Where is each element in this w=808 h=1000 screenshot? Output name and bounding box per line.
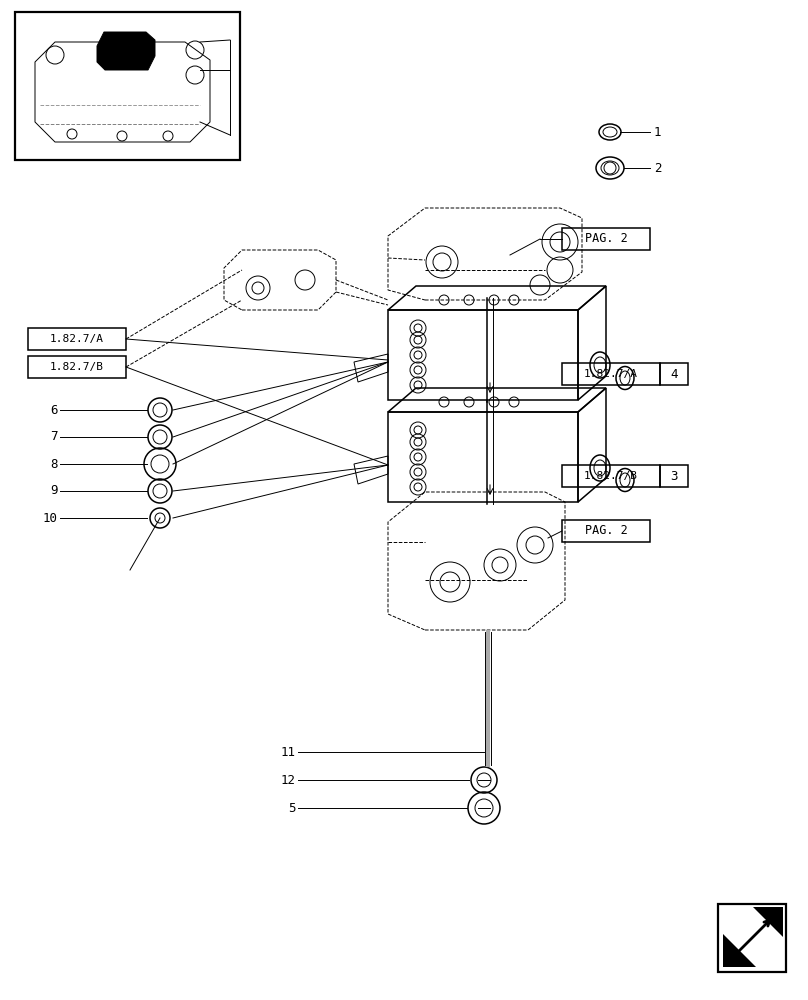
Bar [660, 465, 688, 487]
Polygon shape [753, 907, 783, 937]
Text: PAG. 2: PAG. 2 [585, 524, 627, 538]
Text: 1.82.7/B: 1.82.7/B [50, 362, 104, 372]
Polygon shape [723, 934, 756, 967]
Bar [28, 328, 126, 350]
Text: 9: 9 [50, 485, 58, 497]
Bar [388, 310, 578, 400]
Text: 5: 5 [288, 802, 296, 814]
Text: 1.82.7/A: 1.82.7/A [584, 369, 638, 379]
Bar [718, 904, 786, 972]
Bar [15, 12, 240, 160]
Bar [388, 412, 578, 502]
Text: 4: 4 [671, 367, 678, 380]
Text: 3: 3 [671, 470, 678, 483]
Text: 1: 1 [654, 125, 662, 138]
Text: 2: 2 [654, 161, 662, 174]
Polygon shape [97, 32, 155, 70]
Bar [562, 520, 650, 542]
Bar [28, 356, 126, 378]
Bar [562, 465, 660, 487]
Text: 7: 7 [50, 430, 58, 444]
Bar [562, 363, 660, 385]
Text: 11: 11 [281, 746, 296, 758]
Text: 1.82.7/B: 1.82.7/B [584, 471, 638, 481]
Text: 8: 8 [50, 458, 58, 471]
Bar [562, 228, 650, 250]
Text: 12: 12 [281, 774, 296, 786]
Text: 10: 10 [43, 512, 58, 524]
Text: 6: 6 [50, 403, 58, 416]
Text: 1.82.7/A: 1.82.7/A [50, 334, 104, 344]
Bar [660, 363, 688, 385]
Text: PAG. 2: PAG. 2 [585, 232, 627, 245]
